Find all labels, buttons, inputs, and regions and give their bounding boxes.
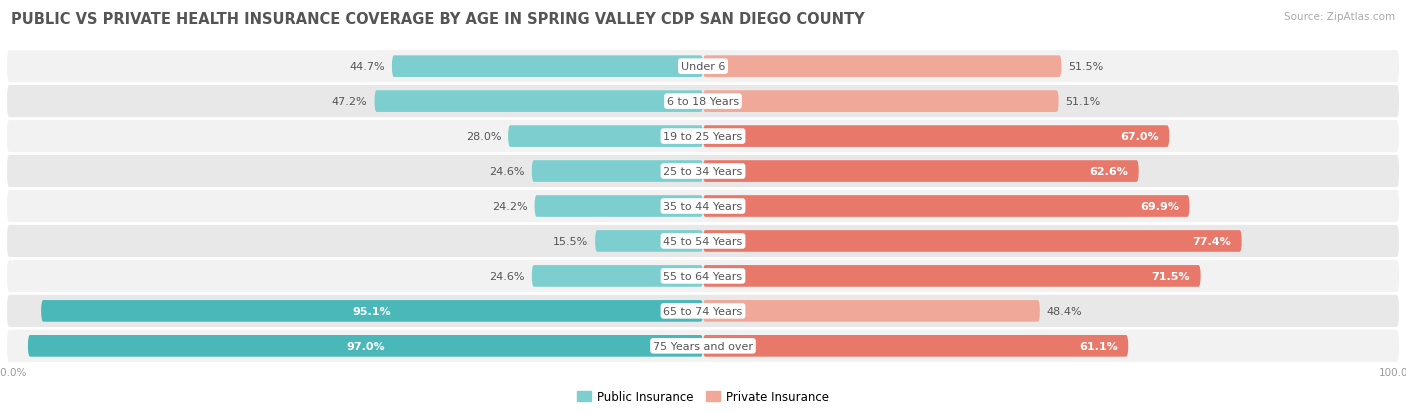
FancyBboxPatch shape: [534, 196, 703, 217]
Text: 15.5%: 15.5%: [553, 236, 588, 247]
FancyBboxPatch shape: [7, 86, 1399, 118]
FancyBboxPatch shape: [7, 121, 1399, 153]
Text: 6 to 18 Years: 6 to 18 Years: [666, 97, 740, 107]
Text: 65 to 74 Years: 65 to 74 Years: [664, 306, 742, 316]
Text: 24.6%: 24.6%: [489, 166, 524, 177]
FancyBboxPatch shape: [7, 260, 1399, 292]
Text: 24.2%: 24.2%: [492, 202, 527, 211]
Text: 95.1%: 95.1%: [353, 306, 391, 316]
FancyBboxPatch shape: [703, 230, 1241, 252]
Text: 61.1%: 61.1%: [1078, 341, 1118, 351]
FancyBboxPatch shape: [595, 230, 703, 252]
Text: 44.7%: 44.7%: [349, 62, 385, 72]
Text: 19 to 25 Years: 19 to 25 Years: [664, 132, 742, 142]
FancyBboxPatch shape: [703, 91, 1059, 113]
FancyBboxPatch shape: [703, 56, 1062, 78]
FancyBboxPatch shape: [7, 190, 1399, 223]
Text: 25 to 34 Years: 25 to 34 Years: [664, 166, 742, 177]
Legend: Public Insurance, Private Insurance: Public Insurance, Private Insurance: [572, 385, 834, 408]
FancyBboxPatch shape: [703, 196, 1189, 217]
FancyBboxPatch shape: [392, 56, 703, 78]
FancyBboxPatch shape: [703, 300, 1040, 322]
Text: PUBLIC VS PRIVATE HEALTH INSURANCE COVERAGE BY AGE IN SPRING VALLEY CDP SAN DIEG: PUBLIC VS PRIVATE HEALTH INSURANCE COVER…: [11, 12, 865, 27]
FancyBboxPatch shape: [7, 51, 1399, 83]
FancyBboxPatch shape: [703, 126, 1170, 147]
Text: 45 to 54 Years: 45 to 54 Years: [664, 236, 742, 247]
Text: Source: ZipAtlas.com: Source: ZipAtlas.com: [1284, 12, 1395, 22]
Text: 28.0%: 28.0%: [465, 132, 501, 142]
Text: 55 to 64 Years: 55 to 64 Years: [664, 271, 742, 281]
FancyBboxPatch shape: [703, 335, 1128, 357]
FancyBboxPatch shape: [7, 156, 1399, 188]
FancyBboxPatch shape: [7, 225, 1399, 257]
FancyBboxPatch shape: [531, 161, 703, 183]
FancyBboxPatch shape: [41, 300, 703, 322]
Text: 35 to 44 Years: 35 to 44 Years: [664, 202, 742, 211]
Text: 24.6%: 24.6%: [489, 271, 524, 281]
Text: 47.2%: 47.2%: [332, 97, 367, 107]
Text: 62.6%: 62.6%: [1090, 166, 1128, 177]
FancyBboxPatch shape: [7, 330, 1399, 362]
Text: 51.5%: 51.5%: [1069, 62, 1104, 72]
Text: 69.9%: 69.9%: [1140, 202, 1180, 211]
Text: 97.0%: 97.0%: [346, 341, 385, 351]
FancyBboxPatch shape: [531, 266, 703, 287]
Text: 75 Years and over: 75 Years and over: [652, 341, 754, 351]
Text: Under 6: Under 6: [681, 62, 725, 72]
Text: 71.5%: 71.5%: [1152, 271, 1191, 281]
FancyBboxPatch shape: [374, 91, 703, 113]
FancyBboxPatch shape: [7, 295, 1399, 327]
Text: 77.4%: 77.4%: [1192, 236, 1232, 247]
FancyBboxPatch shape: [703, 266, 1201, 287]
FancyBboxPatch shape: [508, 126, 703, 147]
Text: 48.4%: 48.4%: [1047, 306, 1083, 316]
Text: 67.0%: 67.0%: [1121, 132, 1159, 142]
FancyBboxPatch shape: [28, 335, 703, 357]
FancyBboxPatch shape: [703, 161, 1139, 183]
Text: 51.1%: 51.1%: [1066, 97, 1101, 107]
